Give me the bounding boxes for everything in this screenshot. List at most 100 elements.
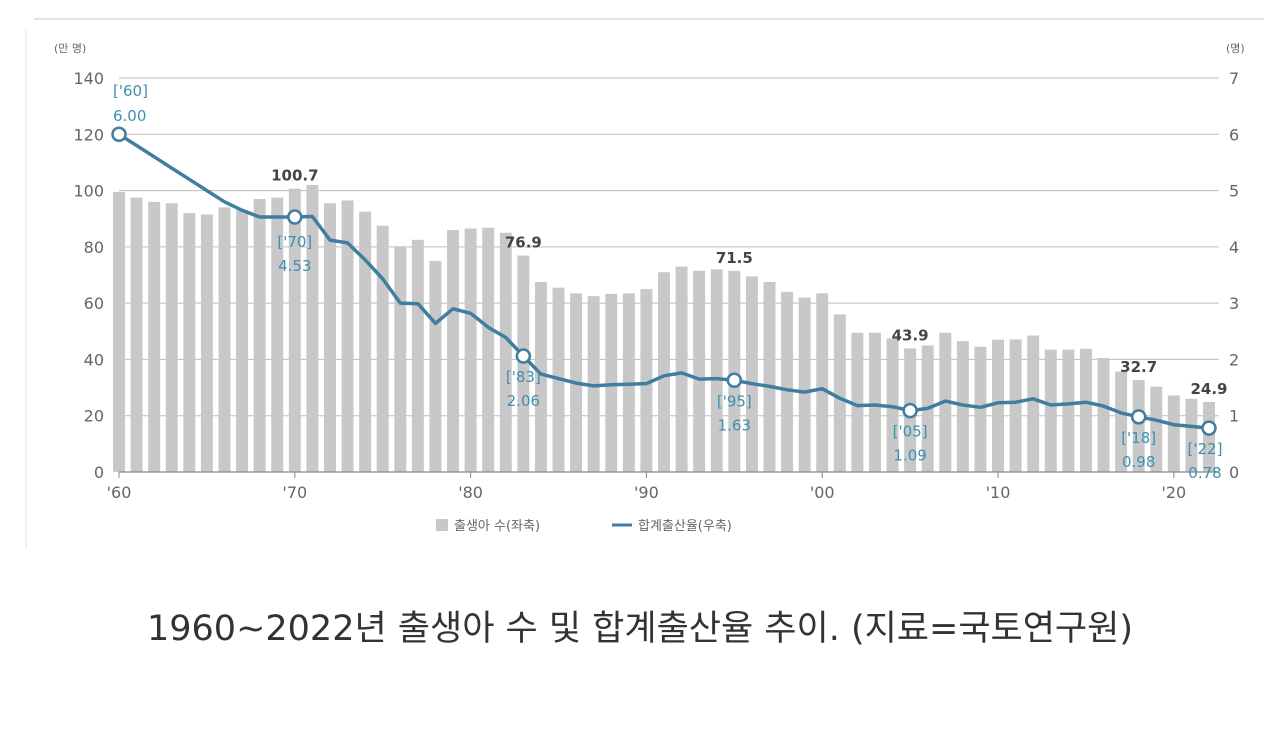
bar — [359, 211, 372, 472]
bar — [1185, 398, 1198, 472]
bar — [499, 232, 512, 472]
chart-frame: 0 20 40 60 80 100 120 140 0 1 2 3 4 5 6 7 (만 명) (명) '60 '70… — [24, 0, 1272, 552]
fertility-marker — [111, 126, 127, 143]
bar — [640, 289, 653, 472]
bar — [1027, 335, 1040, 472]
bar — [271, 197, 284, 472]
bar — [781, 291, 794, 472]
data-labels: ['60] 6.00 ['70] 4.53 ['83] 2.06 ['95] 1.63 ['05… — [113, 82, 1228, 482]
bar — [992, 339, 1005, 472]
fertility-year-label: ['95] — [717, 392, 752, 410]
bar — [851, 332, 864, 472]
left-axis-tick-label: 0 — [94, 463, 104, 482]
bar — [1062, 349, 1075, 472]
figure-caption: 1960~2022년 출생아 수 및 합계출산율 추이. (지료=국토연구원) — [147, 609, 1133, 649]
legend-bar-swatch — [436, 519, 448, 531]
bar — [113, 191, 125, 472]
bar — [974, 346, 987, 472]
line-series — [111, 126, 1217, 436]
right-axis-tick-label: 4 — [1229, 238, 1239, 257]
bar-value-label: 24.9 — [1190, 380, 1227, 398]
bar — [183, 213, 196, 473]
right-axis-tick-label: 6 — [1229, 125, 1239, 144]
bar — [1044, 349, 1057, 472]
left-axis-tick-label: 100 — [73, 182, 104, 201]
bar — [447, 229, 460, 472]
bar — [130, 197, 143, 472]
bar — [288, 188, 301, 472]
bar — [833, 314, 846, 472]
right-axis-tick-label: 1 — [1229, 407, 1239, 426]
bar — [1203, 401, 1215, 472]
legend: 출생아 수(좌축) 합계출산율(우축) — [436, 519, 732, 534]
bar-value-label: 76.9 — [505, 234, 542, 252]
bar — [1097, 358, 1110, 472]
fertility-marker — [287, 209, 303, 225]
bar — [306, 184, 319, 472]
bar — [236, 210, 249, 472]
bar — [200, 214, 213, 472]
bar — [429, 260, 442, 472]
left-axis-tick-label: 80 — [84, 238, 104, 257]
legend-line-label: 합계출산율(우축) — [638, 519, 732, 534]
x-axis-tick-label: '80 — [458, 483, 483, 502]
x-axis-tick-label: '90 — [634, 483, 659, 502]
fertility-value-label: 0.78 — [1188, 464, 1221, 482]
bar — [482, 227, 495, 472]
fertility-marker — [902, 402, 918, 419]
fertility-marker — [1130, 409, 1147, 425]
bar-series — [113, 184, 1215, 473]
bar — [798, 297, 811, 472]
bar — [165, 203, 178, 472]
fertility-year-label: ['05] — [893, 423, 928, 441]
birth-fertility-chart: 0 20 40 60 80 100 120 140 0 1 2 3 4 5 6 7 (만 명) (명) '60 '70… — [25, 18, 1264, 548]
right-axis-tick-label: 5 — [1229, 182, 1239, 201]
x-axis-tick-label: '70 — [282, 483, 307, 502]
bar — [394, 246, 407, 472]
bar — [816, 293, 829, 472]
bar — [728, 270, 741, 472]
bar — [218, 207, 231, 472]
bar — [1009, 339, 1022, 472]
fertility-value-label: 6.00 — [113, 107, 146, 125]
bar — [868, 332, 881, 472]
right-axis-unit: (명) — [1226, 42, 1245, 55]
fertility-year-label: ['60] — [113, 82, 148, 100]
left-axis-tick-label: 60 — [84, 294, 104, 313]
fertility-year-label: ['70] — [277, 233, 312, 251]
bar — [1079, 348, 1092, 472]
bar — [587, 296, 600, 472]
x-axis-tick-label: '10 — [986, 483, 1011, 502]
left-axis-tick-label: 120 — [73, 125, 104, 144]
bar-value-label: 100.7 — [271, 167, 318, 185]
x-axis-tick-label: '00 — [810, 483, 835, 502]
fertility-value-label: 1.63 — [718, 416, 751, 434]
bar — [1115, 371, 1128, 472]
bar — [658, 272, 670, 472]
bar — [411, 239, 424, 472]
bar — [693, 270, 706, 472]
fertility-year-label: ['22] — [1188, 440, 1223, 458]
fertility-marker — [726, 372, 743, 389]
bar — [605, 293, 618, 472]
x-axis-tick-label: '20 — [1161, 483, 1186, 502]
bar-value-label: 71.5 — [716, 249, 753, 267]
bar — [464, 228, 477, 472]
fertility-marker — [515, 348, 532, 364]
fertility-year-label: ['83] — [506, 368, 541, 386]
left-axis-tick-label: 40 — [84, 350, 104, 369]
bar — [675, 266, 688, 472]
bar — [534, 282, 547, 472]
left-axis-tick-label: 140 — [73, 69, 104, 88]
bar — [745, 276, 758, 472]
bar — [341, 200, 354, 472]
bar — [1132, 379, 1145, 472]
left-axis-tick-label: 20 — [84, 407, 104, 426]
fertility-value-label: 1.09 — [893, 447, 926, 465]
right-axis-tick-label: 7 — [1229, 69, 1239, 88]
bar — [1167, 395, 1180, 472]
bar — [710, 269, 723, 472]
bar — [253, 199, 266, 472]
bar — [1150, 386, 1163, 472]
fertility-value-label: 0.98 — [1122, 453, 1155, 471]
